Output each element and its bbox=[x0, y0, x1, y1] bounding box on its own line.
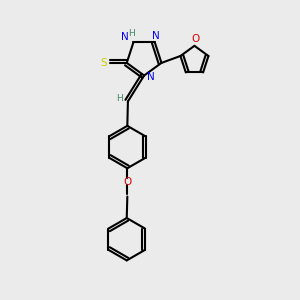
Text: H: H bbox=[128, 28, 135, 38]
Text: S: S bbox=[100, 58, 107, 68]
Text: H: H bbox=[116, 94, 123, 103]
Text: N: N bbox=[152, 31, 160, 41]
Text: O: O bbox=[191, 34, 200, 44]
Text: O: O bbox=[123, 177, 131, 187]
Text: N: N bbox=[147, 72, 154, 82]
Text: N: N bbox=[121, 32, 129, 42]
